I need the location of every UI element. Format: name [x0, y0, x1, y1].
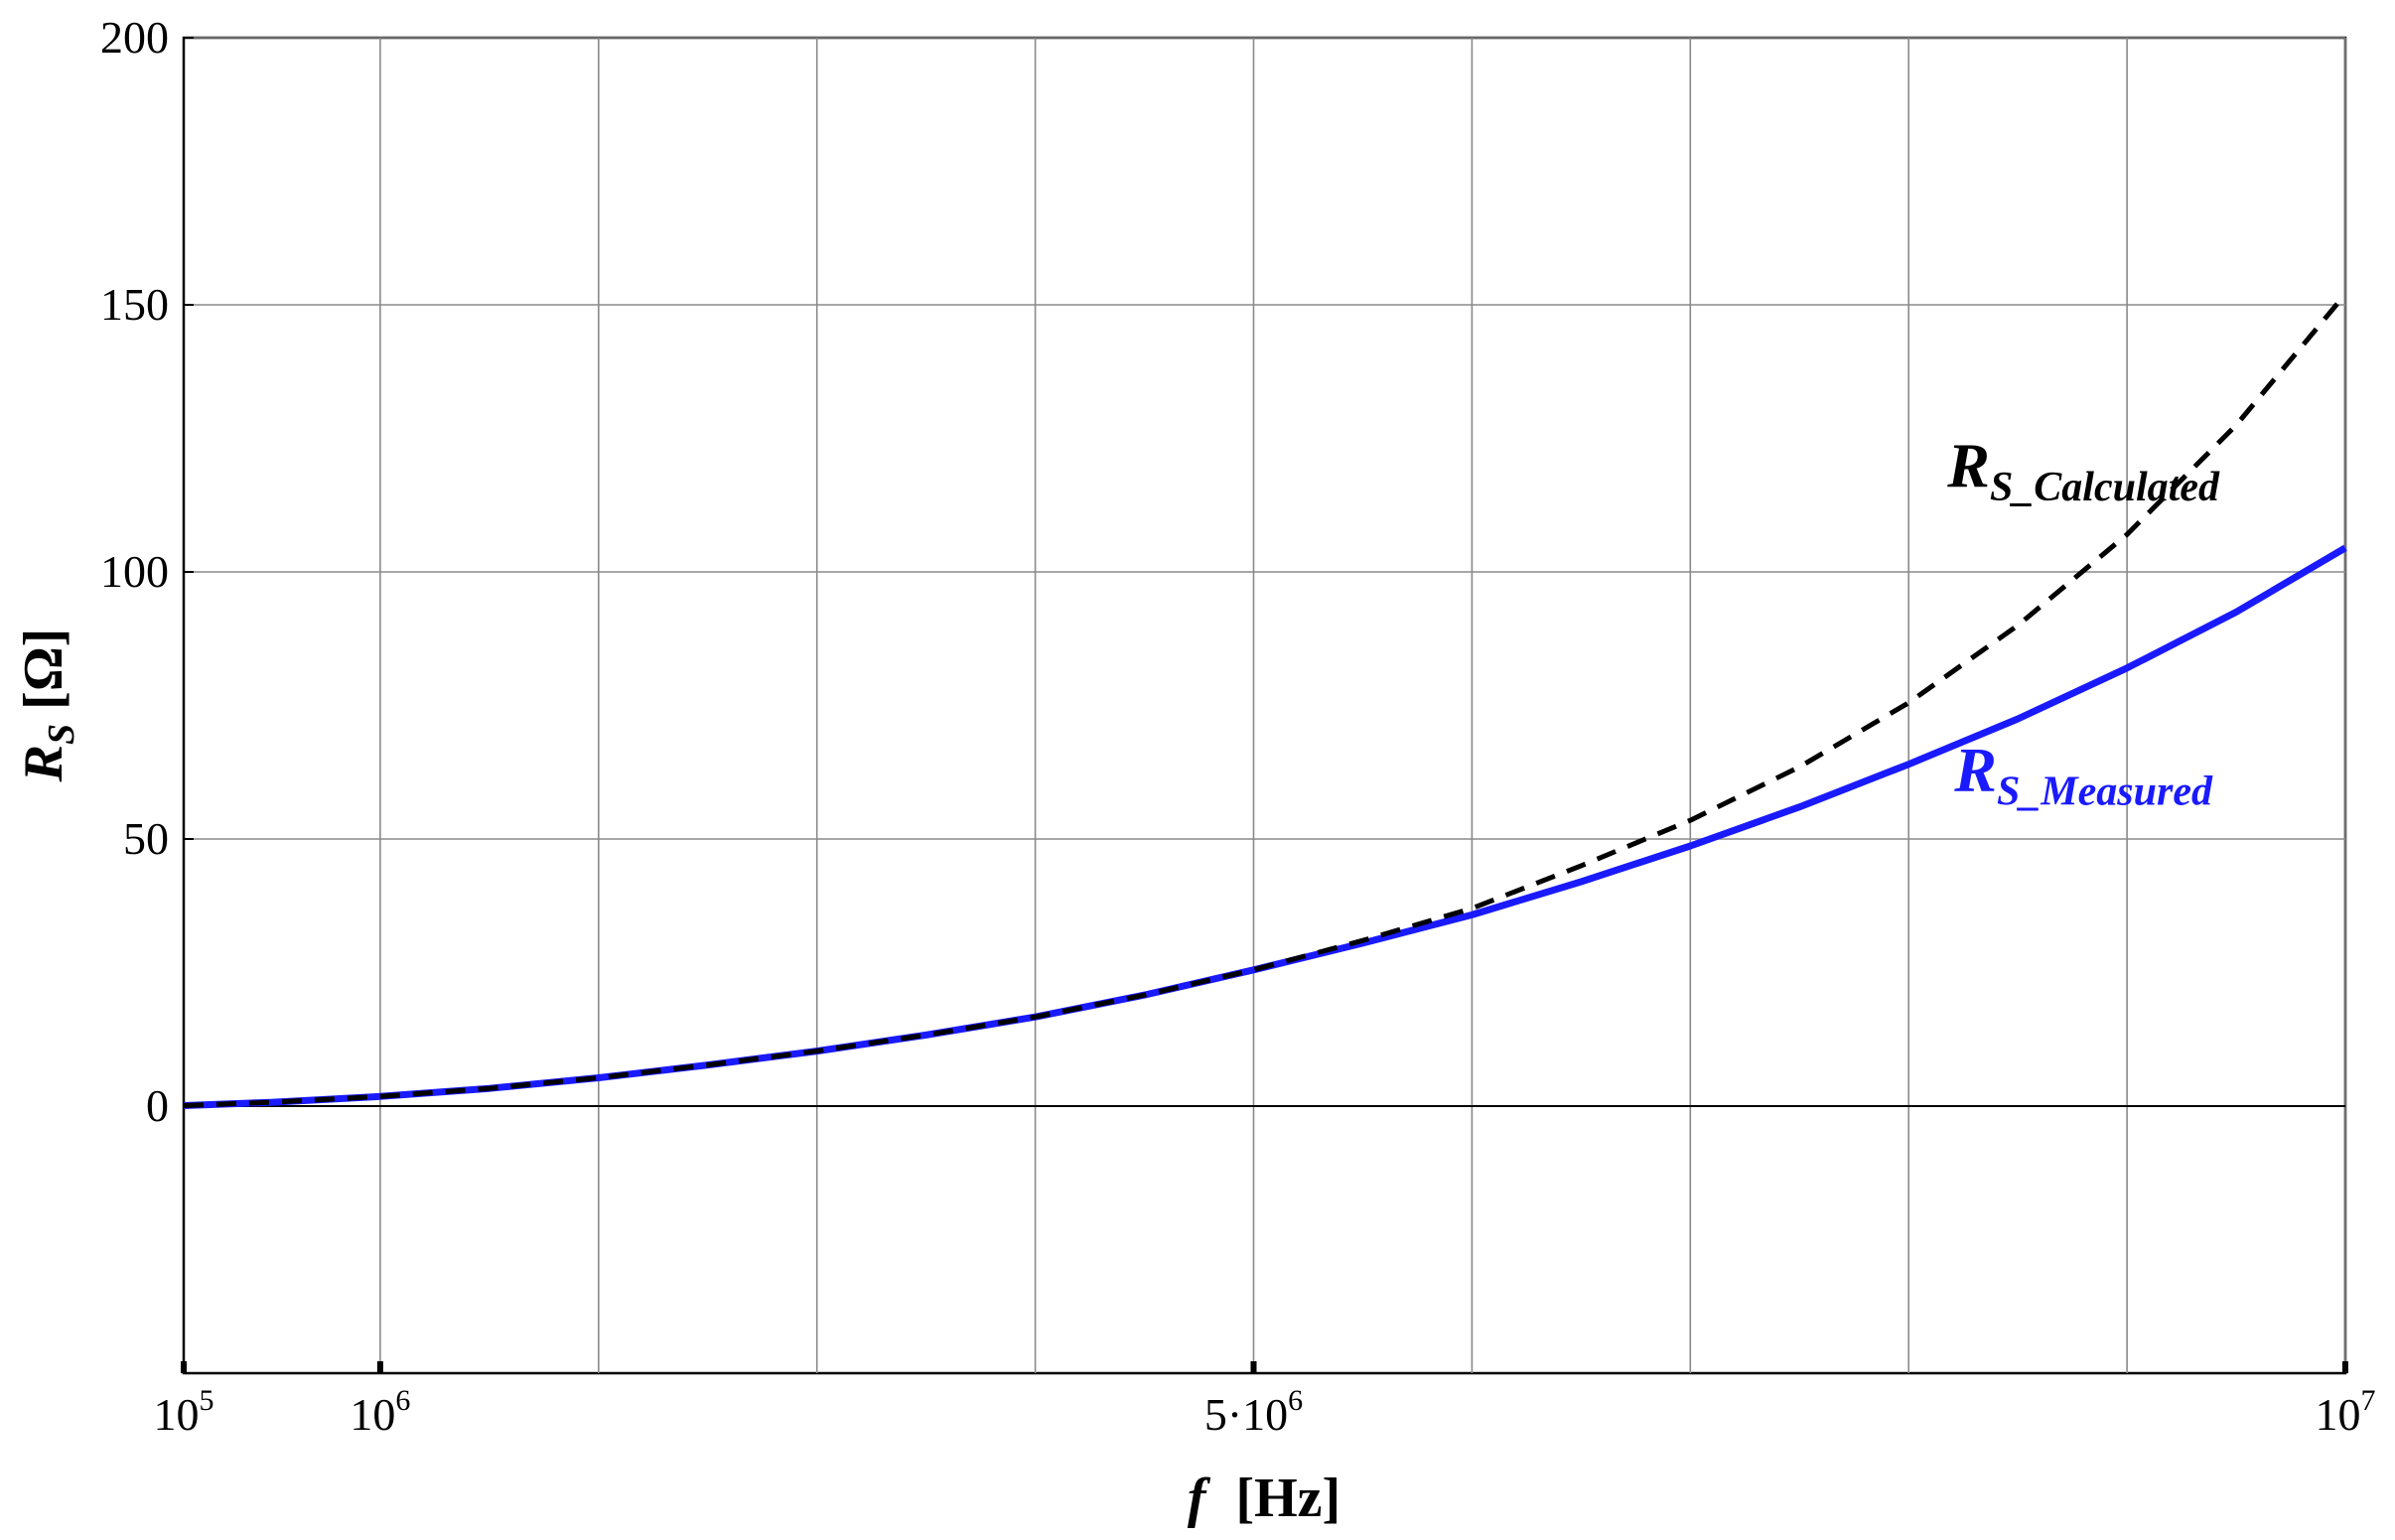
x-tick-label: 107 [2316, 1384, 2376, 1440]
label-measured: RS_Measured [1953, 735, 2213, 815]
y-axis-title: RS [Ω] [13, 629, 82, 783]
x-tick-base: 10 [154, 1389, 200, 1440]
x-tick-exponent: 5 [200, 1384, 214, 1417]
x-axis-unit: [Hz] [1235, 1468, 1340, 1529]
y-tick-label: 150 [100, 279, 169, 330]
y-tick-label: 100 [100, 546, 169, 597]
x-axis-title: f [Hz] [1188, 1468, 1340, 1529]
y-tick-label: 0 [146, 1080, 169, 1131]
series-calculated-line [183, 292, 2347, 1108]
x-tick-base: 10 [350, 1389, 395, 1440]
x-tick-exponent: 7 [2361, 1384, 2376, 1417]
x-tick-label: 5·106 [1204, 1384, 1303, 1440]
x-tick-base: 5·10 [1204, 1389, 1288, 1440]
y-axis-sub: S [41, 724, 82, 745]
x-tick-base: 10 [2316, 1389, 2361, 1440]
x-tick-exponent: 6 [395, 1384, 410, 1417]
y-tick-label: 50 [123, 813, 169, 864]
series-label-subscript: S_Measured [1997, 770, 2213, 815]
y-axis-unit: [Ω] [13, 629, 74, 710]
y-tick-label: 200 [100, 12, 169, 63]
x-tick-label: 105 [154, 1384, 214, 1440]
label-calculated: RS_Calculated [1946, 430, 2220, 510]
y-axis-var: R [13, 745, 74, 782]
x-tick-label: 106 [350, 1384, 410, 1440]
plot-frame [182, 36, 2347, 1375]
series-label-name: R [1953, 735, 1997, 805]
series [183, 292, 2347, 1109]
series-label-subscript: S_Calculated [1990, 465, 2220, 510]
x-tick-exponent: 6 [1288, 1384, 1303, 1417]
series-label-name: R [1946, 430, 1990, 500]
x-axis-var: f [1188, 1468, 1211, 1529]
